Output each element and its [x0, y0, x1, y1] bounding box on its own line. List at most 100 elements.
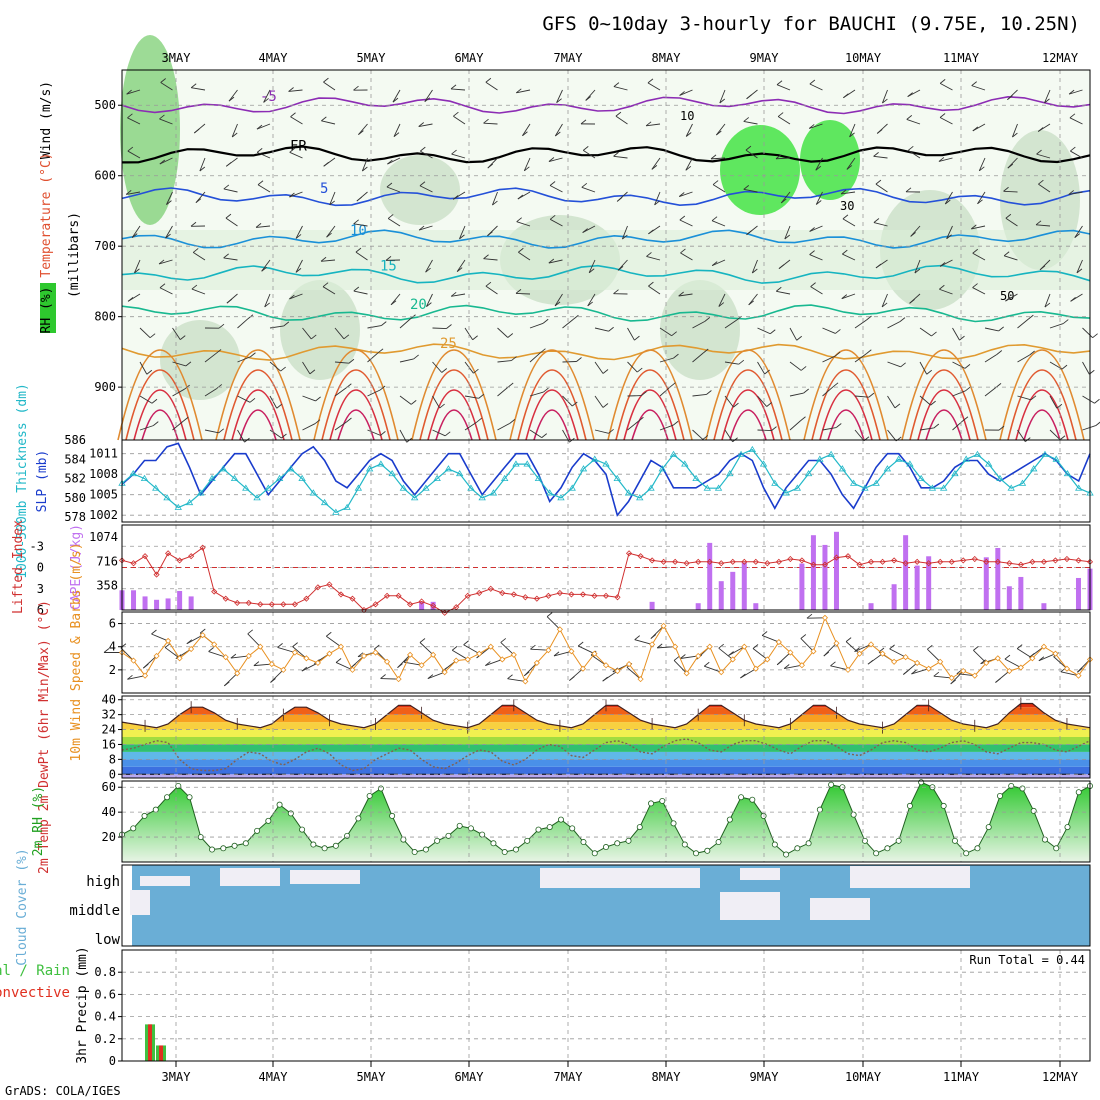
thickness-point — [399, 484, 408, 491]
wind-barb-flag — [1007, 163, 1014, 169]
wind-barb-flag — [746, 230, 752, 236]
lifted-index-point — [833, 554, 840, 561]
legend-total-rain: Total / Rain — [0, 963, 70, 979]
wind-barb — [230, 655, 249, 659]
wind-barb-flag — [215, 349, 222, 354]
wind-barb-flag — [444, 431, 451, 437]
wind-barb — [849, 123, 856, 138]
wind-barb — [1004, 255, 1018, 261]
lifted-index-point — [856, 561, 863, 568]
wind-barb — [427, 671, 445, 680]
thickness-point — [489, 489, 498, 496]
precip-panel: 0 0.2 0.4 0.6 0.8 Run Total = 0.44 Total / Rai… — [0, 946, 1091, 1068]
wind-barb — [679, 89, 693, 96]
rh-point — [175, 782, 182, 789]
wind-barb-flag — [971, 81, 977, 86]
temp-band — [122, 774, 1090, 778]
wind-speed-point — [1006, 667, 1013, 675]
temperature-contour — [121, 229, 1091, 249]
wind-barb — [548, 259, 563, 264]
wind-barb — [269, 325, 284, 329]
temperature-contour-label: FR — [290, 139, 307, 155]
warm-dome-contour — [999, 349, 1085, 441]
wind-barb-flag — [1016, 644, 1023, 649]
lifted-index-point — [637, 553, 644, 560]
wind-barb — [380, 678, 399, 680]
wind-barb-flag — [771, 426, 777, 431]
wind-barb-flag — [524, 166, 530, 172]
y-tick-label: 40 — [102, 693, 116, 707]
wind-barb-flag — [648, 229, 654, 235]
wind-barb — [367, 325, 382, 329]
wind-barb-flag — [315, 396, 321, 402]
wind-barb — [159, 287, 173, 295]
wind-barb — [626, 666, 641, 680]
wind-barb — [776, 84, 791, 91]
wind-barb-flag — [190, 221, 197, 227]
wind-barb — [1038, 183, 1051, 193]
wind-barb — [302, 327, 312, 340]
wind-barb-flag — [320, 256, 327, 262]
wind-barb-flag — [647, 78, 654, 84]
temp-band — [122, 722, 1090, 730]
lifted-index-point — [211, 588, 218, 595]
thickness-point — [523, 460, 531, 467]
wind-barb-flag — [355, 247, 362, 253]
wind-barb — [399, 395, 412, 405]
wind-barb-flag — [710, 154, 717, 160]
wind-barb — [919, 395, 931, 406]
wind-barb — [237, 395, 251, 403]
rh-contour-label: 10 — [680, 109, 694, 123]
wind-barb — [192, 252, 206, 261]
wind-barb-flag — [738, 359, 745, 365]
thickness-point — [365, 465, 374, 472]
wind-barb — [367, 352, 379, 363]
wind-speed-point — [545, 647, 552, 654]
wind-barb — [776, 290, 791, 295]
wind-barb-flag — [780, 198, 787, 204]
wind-barb — [887, 395, 896, 409]
wind-barb-flag — [634, 635, 641, 641]
wind-barb — [673, 660, 687, 674]
wind-barb — [459, 225, 466, 240]
wind-barb-flag — [766, 402, 773, 407]
wind-barb — [646, 123, 661, 127]
lifted-index-point — [718, 560, 725, 567]
wind-barb-flag — [670, 382, 676, 388]
lifted-index-point — [1006, 560, 1013, 567]
wind-barb-flag — [126, 89, 132, 95]
wind-barb — [562, 395, 573, 407]
wind-barb — [971, 85, 986, 91]
wind-barb-flag — [1092, 333, 1098, 339]
wind-barb — [134, 259, 141, 274]
wind-barb — [432, 395, 441, 409]
rh-point — [1030, 807, 1037, 814]
wind-barb-flag — [830, 661, 836, 667]
wind-barb — [1060, 671, 1079, 677]
wind-barb-flag — [208, 647, 214, 652]
rh-point — [805, 840, 812, 847]
y-tick-label: 8 — [109, 752, 116, 766]
wind-barb — [1076, 259, 1083, 274]
wind-barb-flag — [223, 184, 230, 190]
rh-point — [996, 792, 1003, 799]
wind-speed-point — [407, 651, 414, 658]
wind-barb — [972, 252, 986, 261]
wind-barb — [952, 361, 966, 369]
cape-bar — [1075, 577, 1081, 610]
thickness-point — [433, 474, 441, 481]
wind-barb-flag — [972, 248, 979, 254]
wind-barb — [419, 185, 433, 193]
rh-point — [332, 842, 339, 849]
wind-barb-flag — [1094, 398, 1100, 404]
lifted-index-point — [510, 591, 517, 598]
thickness-point — [298, 474, 306, 481]
thickness-point — [669, 450, 678, 457]
wind-speed-point — [199, 632, 206, 639]
wind-barb — [651, 157, 661, 170]
wind-barb-flag — [931, 331, 937, 337]
wind-barb-flag — [390, 300, 397, 306]
wind-barb — [329, 191, 336, 206]
wind-barb-flag — [582, 145, 589, 151]
wind-barb-flag — [392, 97, 399, 103]
